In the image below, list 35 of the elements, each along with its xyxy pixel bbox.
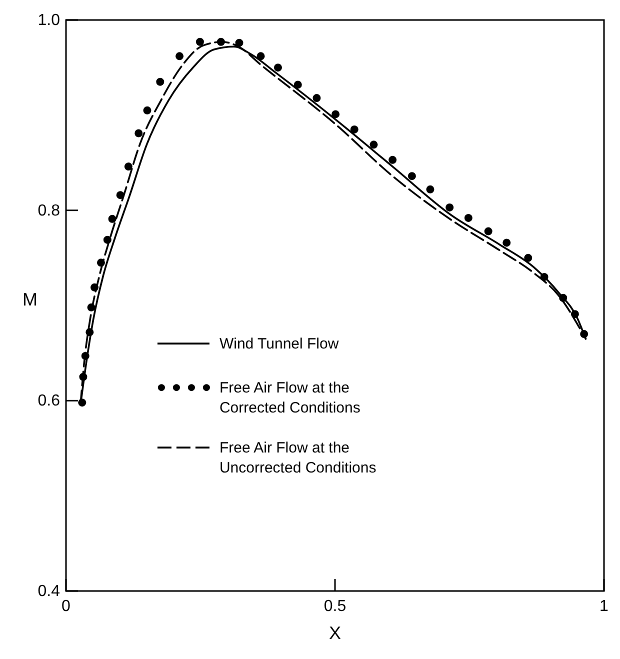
point [294,80,302,89]
point [446,203,454,212]
point [143,106,152,114]
x-tick-label: 0 [62,598,71,615]
point [124,162,132,171]
point [108,214,116,223]
point [388,156,397,164]
x-tick-label: 1 [600,598,609,615]
point [176,52,184,60]
point [332,110,340,118]
point [274,64,282,72]
y-axis-title: M [22,290,38,310]
point [502,238,511,247]
point [312,94,321,102]
point [524,254,532,262]
y-tick-label: 0.4 [38,583,60,600]
point [484,227,492,236]
point [408,172,416,180]
y-tick-label: 1.0 [38,12,60,29]
legend-label: Wind Tunnel Flow [219,336,339,353]
point [156,78,164,86]
point [570,310,579,318]
point [350,125,358,134]
point [196,38,204,46]
point [134,129,143,138]
point [464,214,472,222]
point [370,140,378,149]
legend-label: Free Air Flow at the Uncorrected Conditions [219,440,376,477]
x-axis-title: X [328,623,342,643]
y-tick-label: 0.8 [38,202,60,220]
y-tick-label: 0.6 [38,392,60,410]
point [426,185,434,194]
point [256,52,265,60]
legend-label: Free Air Flow at the Corrected Conditions [219,380,360,417]
x-tick-label: 0.5 [324,598,346,615]
